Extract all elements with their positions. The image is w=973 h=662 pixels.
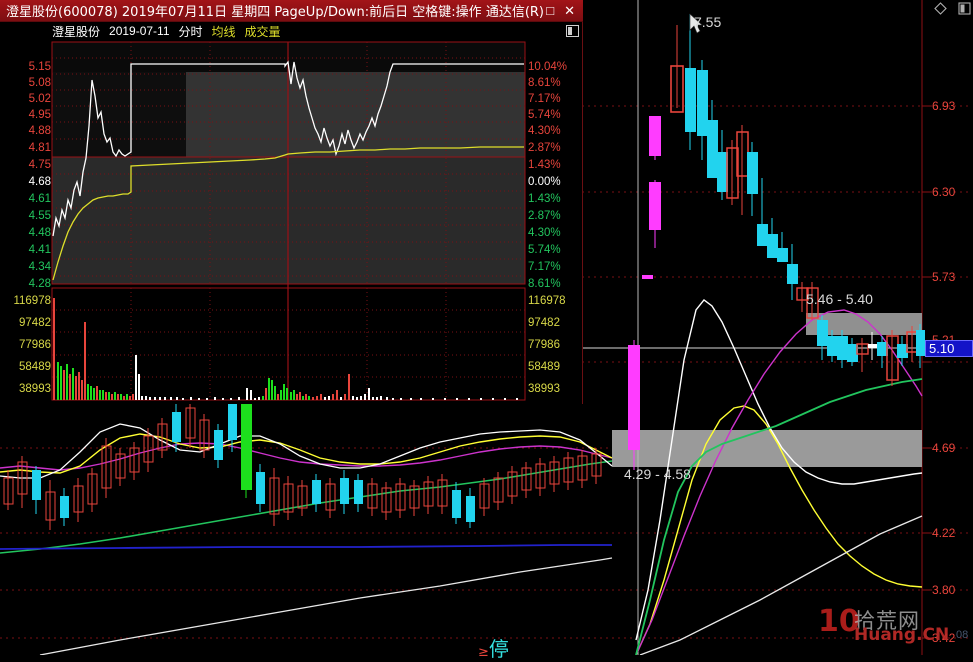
axis-tick: 4.22 (932, 526, 956, 540)
zone-band-lower (612, 430, 922, 467)
axis-tick: 4.55 (28, 210, 51, 222)
axis-tick: 58489 (528, 361, 560, 373)
history-candles (0, 396, 613, 655)
intraday-stock-name: 澄星股份 (52, 24, 101, 39)
axis-tick: 4.95 (28, 109, 51, 121)
axis-tick: 4.30% (528, 227, 561, 239)
axis-tick: 2.87% (528, 210, 561, 222)
maximize-button[interactable]: □ (546, 3, 555, 18)
axis-tick: 4.68 (28, 176, 51, 188)
zone-band-upper (806, 313, 922, 335)
axis-tick: 6.93 (932, 99, 956, 113)
current-price-tag: 5.10 (925, 340, 973, 357)
axis-tick: 5.02 (28, 93, 51, 105)
intraday-price-line (52, 60, 524, 237)
axis-tick: 38993 (19, 383, 51, 395)
intraday-panel-icon[interactable] (566, 25, 579, 37)
intraday-date: 2019-07-11 (109, 24, 170, 38)
axis-tick: 6.30 (932, 185, 956, 199)
intraday-mode-label: 分时 (178, 24, 203, 39)
main-right-axis: 6.93 6.30 5.73 5.21 4.69 4.22 3.80 3.42 (932, 0, 973, 655)
axis-tick: 0.00% (528, 176, 561, 188)
watermark: 10 拾荒网 Huang.CN 08 (818, 603, 970, 649)
axis-tick: 5.74% (528, 244, 561, 256)
axis-tick: 4.75 (28, 159, 51, 171)
axis-tick: 4.69 (932, 441, 956, 455)
range-label-lower: 4.29 - 4.58 (624, 466, 691, 482)
axis-tick: 1.43% (528, 159, 561, 171)
axis-tick: 2.87% (528, 142, 561, 154)
axis-tick: 97482 (19, 317, 51, 329)
axis-tick: 5.74% (528, 109, 561, 121)
limit-up-marker: ≥停 (478, 633, 509, 662)
axis-tick: 4.88 (28, 125, 51, 137)
axis-tick: 97482 (528, 317, 560, 329)
intraday-ma-label[interactable]: 均线 (211, 24, 236, 39)
intraday-plot (51, 41, 526, 401)
axis-tick: 4.41 (28, 244, 51, 256)
axis-tick: 3.42 (932, 631, 956, 645)
axis-tick: 5.15 (28, 61, 51, 73)
axis-tick: 4.81 (28, 142, 51, 154)
watermark-logo: 10 (818, 604, 860, 639)
intraday-window[interactable]: 澄星股份 2019-07-11 分时 均线 成交量 (0, 22, 583, 404)
axis-tick: 4.61 (28, 193, 51, 205)
intraday-volume-bars (53, 298, 518, 400)
diamond-icon[interactable] (934, 2, 947, 15)
close-button[interactable]: ✕ (564, 3, 575, 18)
axis-tick: 7.17% (528, 93, 561, 105)
intraday-header: 澄星股份 2019-07-11 分时 均线 成交量 (0, 22, 582, 40)
axis-tick: 3.80 (932, 583, 956, 597)
axis-tick: 58489 (19, 361, 51, 373)
axis-tick: 77986 (528, 339, 560, 351)
window-title-bar: 澄星股份(600078) 2019年07月11日 星期四 PageUp/Down… (0, 0, 583, 22)
intraday-average-line (52, 146, 524, 281)
peak-label: 7.55 (694, 14, 722, 30)
limit-up-marker-text: 停 (488, 637, 509, 661)
axis-tick: 4.28 (28, 278, 51, 290)
panel-icon[interactable] (958, 2, 971, 15)
axis-tick: 4.34 (28, 261, 51, 273)
axis-tick: 116978 (13, 295, 51, 307)
window-icon-group (934, 2, 971, 15)
axis-tick: 38993 (528, 383, 560, 395)
axis-tick: 77986 (19, 339, 51, 351)
mouse-cursor-icon (689, 13, 703, 34)
axis-tick: 5.73 (932, 270, 956, 284)
axis-tick: 4.48 (28, 227, 51, 239)
axis-tick: 4.30% (528, 125, 561, 137)
range-label-upper: 5.46 - 5.40 (806, 291, 873, 307)
watermark-tail: 08 (956, 629, 969, 641)
axis-tick: 8.61% (528, 278, 561, 290)
axis-tick: 5.08 (28, 77, 51, 89)
limit-up-marker-prefix: ≥ (478, 645, 489, 660)
right-axis-ticks (922, 105, 930, 639)
window-title: 澄星股份(600078) 2019年07月11日 星期四 PageUp/Down… (6, 5, 544, 20)
intraday-volume-label[interactable]: 成交量 (244, 24, 281, 39)
axis-tick: 116978 (528, 295, 566, 307)
axis-tick: 7.17% (528, 261, 561, 273)
recent-candles (628, 14, 925, 655)
axis-tick: 10.04% (528, 61, 568, 73)
axis-tick: 8.61% (528, 77, 561, 89)
watermark-site-en: Huang.CN (854, 625, 950, 645)
axis-tick: 1.43% (528, 193, 561, 205)
watermark-site-cn: 拾荒网 (854, 609, 920, 633)
